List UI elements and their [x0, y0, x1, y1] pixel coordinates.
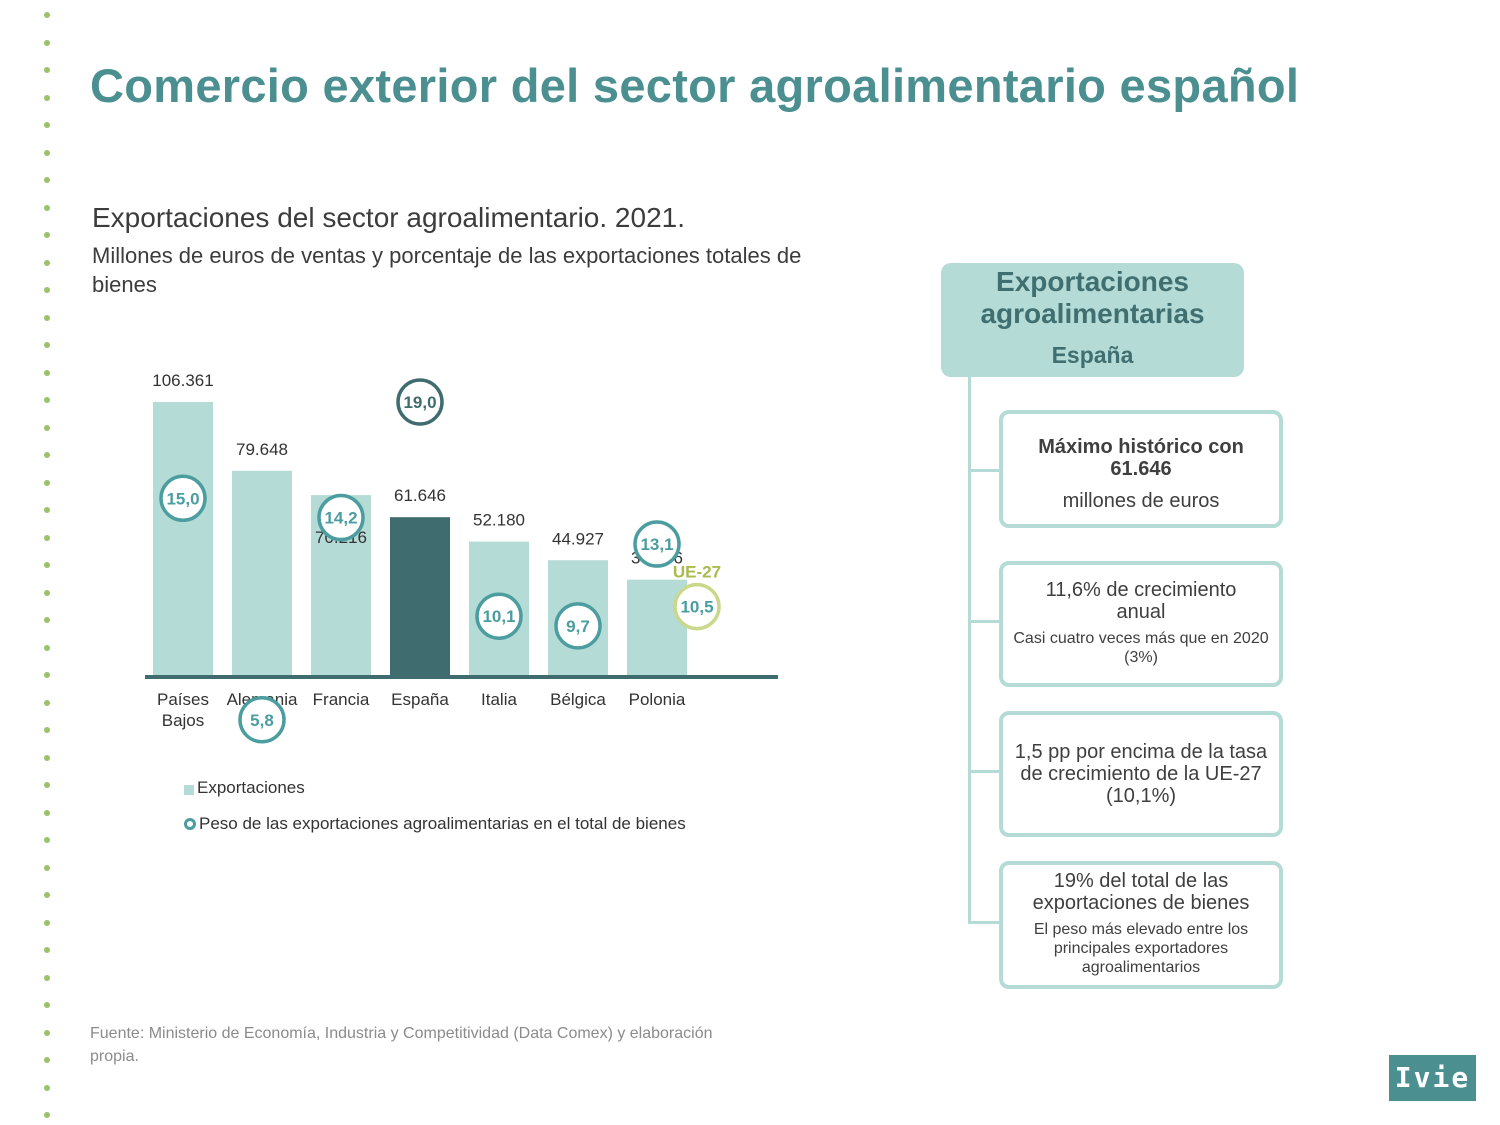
share-bubble-espana: [396, 378, 444, 426]
share-value-label-italia: 10,1: [482, 607, 515, 626]
info-card-eu-headline: 1,5 pp por encima de la tasa de crecimie…: [1014, 741, 1268, 807]
category-label-belgica: Bélgica: [550, 690, 606, 709]
info-card-record: Máximo histórico con 61.646 millones de …: [999, 410, 1283, 528]
panel-header: Exportaciones agroalimentarias España: [941, 263, 1244, 377]
tree-connector-vertical: [968, 377, 971, 924]
category-label-alemania: Alemania: [227, 690, 298, 709]
panel-title: Exportaciones agroalimentarias: [980, 266, 1205, 329]
bar-value-label-italia: 52.180: [473, 511, 525, 530]
info-card-growth-detail: Casi cuatro veces más que en 2020 (3%): [1013, 630, 1269, 666]
share-bubble-belgica: [554, 602, 602, 650]
ivie-logo: Ivie: [1389, 1055, 1476, 1101]
chart-subtitle: Millones de euros de ventas y porcentaje…: [92, 243, 802, 297]
share-bubble-polonia: [633, 520, 681, 568]
reference-bubble-ue27: [673, 582, 721, 631]
panel-subtitle: España: [1051, 342, 1134, 368]
legend-swatch-circle: [184, 818, 196, 830]
bar-belgica: [548, 560, 608, 676]
tree-connector-1: [968, 469, 1000, 472]
share-value-label-alemania: 5,8: [250, 711, 274, 730]
info-card-record-headline: Máximo histórico con 61.646: [1038, 436, 1244, 480]
source-note: Fuente: Ministerio de Economía, Industri…: [90, 1025, 713, 1065]
reference-value-label: 10,5: [680, 598, 713, 617]
legend-item-share: Peso de las exportaciones agroalimentari…: [184, 814, 686, 834]
bar-value-label-francia: 70.216: [315, 528, 367, 547]
tree-connector-2: [968, 620, 1000, 623]
share-bubble-paises-bajos: [159, 474, 207, 523]
decorative-dot-column: [44, 0, 54, 1125]
x-axis-line: [145, 675, 778, 679]
chart-title: Exportaciones del sector agroalimentario…: [92, 202, 686, 233]
info-card-growth: 11,6% de crecimiento anual Casi cuatro v…: [999, 561, 1283, 687]
share-bubble-alemania: [238, 696, 286, 744]
share-value-label-belgica: 9,7: [566, 617, 590, 636]
bar-alemania: [232, 470, 292, 676]
share-bubble-italia: [475, 592, 523, 640]
legend-label-share: Peso de las exportaciones agroalimentari…: [199, 814, 686, 833]
share-value-label-espana: 19,0: [403, 393, 436, 412]
share-value-label-polonia: 13,1: [640, 535, 673, 554]
category-label-paises-bajos: Países: [157, 690, 209, 709]
tree-connector-3: [968, 770, 1000, 773]
info-card-eu-comparison: 1,5 pp por encima de la tasa de crecimie…: [999, 711, 1283, 837]
bar-francia: [311, 495, 371, 676]
bar-value-label-belgica: 44.927: [552, 529, 604, 548]
legend-item-exports: Exportaciones: [184, 778, 305, 798]
bar-value-label-alemania: 79.648: [236, 440, 288, 459]
page-title: Comercio exterior del sector agroaliment…: [90, 59, 1300, 112]
tree-connector-4: [968, 921, 1000, 924]
info-card-growth-headline: 11,6% de crecimiento anual: [1045, 579, 1237, 623]
legend-label-exports: Exportaciones: [197, 778, 305, 797]
bar-italia: [469, 541, 529, 676]
bar-value-label-paises-bajos: 106.361: [152, 371, 213, 390]
bar-espana: [390, 517, 450, 676]
share-value-label-paises-bajos: 15,0: [166, 489, 199, 508]
legend-swatch-bar: [184, 785, 194, 795]
reference-name-label: UE-27: [673, 563, 721, 582]
share-value-label-francia: 14,2: [324, 509, 357, 528]
share-bubble-francia: [317, 493, 365, 542]
category-label-francia: Francia: [313, 690, 370, 709]
category-label-italia: Italia: [481, 690, 517, 709]
info-card-share: 19% del total de las exportaciones de bi…: [999, 861, 1283, 989]
info-card-share-detail: El peso más elevado entre los principale…: [1033, 921, 1249, 976]
bar-polonia: [627, 579, 687, 676]
category-label-espana: España: [391, 690, 449, 709]
category-label-paises-bajos-2: Bajos: [162, 711, 205, 730]
bar-value-label-polonia: 37.406: [631, 549, 683, 568]
info-card-share-headline: 19% del total de las exportaciones de bi…: [1032, 870, 1250, 914]
bar-value-label-espana: 61.646: [394, 486, 446, 505]
category-label-polonia: Polonia: [629, 690, 686, 709]
bar-paises-bajos: [153, 402, 213, 676]
info-card-record-detail: millones de euros: [1062, 490, 1220, 512]
